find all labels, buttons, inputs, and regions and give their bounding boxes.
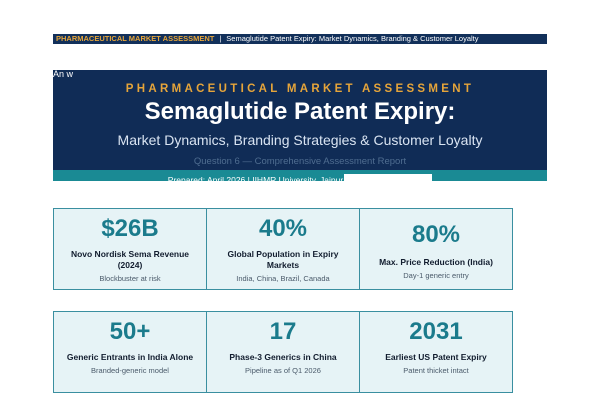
metric-label: Generic Entrants in India Alone	[66, 352, 194, 362]
metric-card: 2031 Earliest US Patent Expiry Patent th…	[360, 312, 512, 392]
metric-card: 17 Phase-3 Generics in China Pipeline as…	[207, 312, 360, 392]
metric-note: Day-1 generic entry	[403, 271, 469, 280]
metrics-row-1: $26B Novo Nordisk Sema Revenue (2024) Bl…	[53, 208, 513, 290]
redaction-box	[344, 174, 433, 184]
metric-value: 17	[269, 318, 297, 345]
hero-question: Question 6 — Comprehensive Assessment Re…	[193, 156, 407, 167]
hero-title: Semaglutide Patent Expiry:	[144, 98, 456, 125]
hero-banner: PHARMACEUTICAL MARKET ASSESSMENT Semaglu…	[53, 70, 547, 170]
metric-note: Patent thicket intact	[403, 366, 469, 375]
metric-value: 50+	[109, 318, 151, 345]
metric-note: Pipeline as of Q1 2026	[245, 366, 321, 375]
top-header-bar: PHARMACEUTICAL MARKET ASSESSMENT | Semaglu…	[53, 34, 547, 44]
header-title: Semaglutide Patent Expiry: Market Dynami…	[226, 34, 479, 43]
metric-label: Earliest US Patent Expiry	[385, 352, 487, 362]
metric-card: 50+ Generic Entrants in India Alone Bran…	[54, 312, 207, 392]
metric-label: Global Population in Expiry Markets	[227, 249, 339, 270]
metric-label: Max. Price Reduction (India)	[379, 257, 493, 267]
metric-note: Blockbuster at risk	[99, 274, 161, 283]
metric-card: 80% Max. Price Reduction (India) Day-1 g…	[360, 209, 512, 289]
metric-value: 80%	[411, 221, 461, 248]
metric-value: 2031	[409, 318, 463, 345]
header-brand: PHARMACEUTICAL MARKET ASSESSMENT	[56, 34, 215, 43]
metric-value: $26B	[101, 215, 159, 242]
hero-subtitle: Market Dynamics, Branding Strategies & C…	[117, 132, 483, 148]
prepared-strip: Prepared: April 2026 | IIHMR University,…	[53, 170, 547, 185]
metric-note: Branded-generic model	[91, 366, 169, 375]
prepared-text: Prepared: April 2026 | IIHMR University,…	[167, 175, 344, 185]
metric-label: Phase-3 Generics in China	[229, 352, 337, 362]
hero-kicker: PHARMACEUTICAL MARKET ASSESSMENT	[125, 83, 475, 95]
metric-card: $26B Novo Nordisk Sema Revenue (2024) Bl…	[54, 209, 207, 289]
metric-label: Novo Nordisk Sema Revenue (2024)	[70, 249, 190, 270]
metric-value: 40%	[258, 215, 308, 242]
stray-text: An w	[53, 69, 74, 79]
metric-note: India, China, Brazil, Canada	[236, 274, 330, 283]
metric-card: 40% Global Population in Expiry Markets …	[207, 209, 360, 289]
metrics-row-2: 50+ Generic Entrants in India Alone Bran…	[53, 311, 513, 393]
header-separator: |	[219, 34, 222, 43]
